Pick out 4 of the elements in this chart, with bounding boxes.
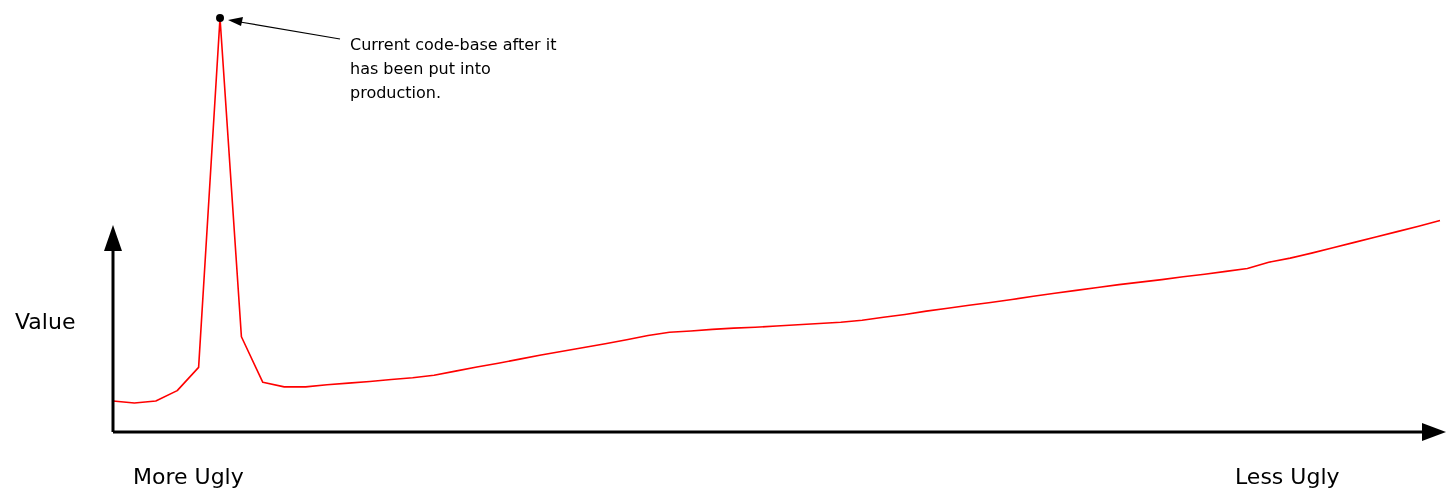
- text: More Ugly: [133, 463, 244, 489]
- text: Less Ugly: [1235, 463, 1340, 489]
- annotation: Current code-base after it has been put into production.: [350, 35, 557, 103]
- y-axis-title: Value: [15, 308, 76, 334]
